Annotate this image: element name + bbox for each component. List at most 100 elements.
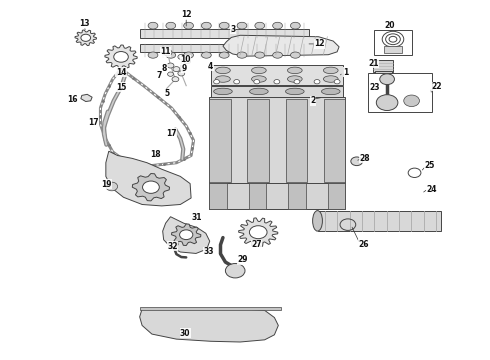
Circle shape <box>114 51 128 62</box>
Circle shape <box>351 157 363 166</box>
Polygon shape <box>140 309 278 342</box>
Text: 21: 21 <box>368 59 379 68</box>
Text: 20: 20 <box>385 21 395 30</box>
Bar <box>288 183 306 209</box>
Ellipse shape <box>291 22 300 29</box>
Ellipse shape <box>201 52 211 58</box>
Bar <box>209 183 345 209</box>
Bar <box>249 183 267 209</box>
Bar <box>375 71 392 80</box>
Bar <box>209 99 231 182</box>
Text: 17: 17 <box>166 129 177 138</box>
Circle shape <box>254 80 260 84</box>
Circle shape <box>334 80 340 84</box>
Text: 10: 10 <box>180 55 191 64</box>
Polygon shape <box>75 30 97 46</box>
Text: 23: 23 <box>369 84 380 93</box>
Circle shape <box>214 80 220 84</box>
Circle shape <box>106 182 118 191</box>
Circle shape <box>314 80 320 84</box>
Bar <box>328 183 345 209</box>
Bar <box>384 46 402 53</box>
Circle shape <box>143 181 159 193</box>
Ellipse shape <box>272 22 282 29</box>
Text: 12: 12 <box>314 40 325 49</box>
Text: 22: 22 <box>432 82 442 91</box>
Ellipse shape <box>220 52 229 58</box>
Circle shape <box>81 34 91 41</box>
Ellipse shape <box>288 76 302 82</box>
Ellipse shape <box>251 76 266 82</box>
Text: 9: 9 <box>181 64 186 73</box>
Polygon shape <box>239 218 278 247</box>
Ellipse shape <box>313 211 322 231</box>
Ellipse shape <box>251 67 266 74</box>
Text: 19: 19 <box>101 180 112 189</box>
Circle shape <box>274 80 280 84</box>
Polygon shape <box>106 151 191 206</box>
Ellipse shape <box>291 52 300 58</box>
Circle shape <box>168 72 173 76</box>
Ellipse shape <box>255 22 265 29</box>
Bar <box>247 99 269 182</box>
Bar <box>209 97 345 184</box>
Polygon shape <box>172 224 201 246</box>
Circle shape <box>184 59 191 64</box>
Text: 27: 27 <box>251 240 262 249</box>
Text: 18: 18 <box>150 150 161 159</box>
Circle shape <box>225 264 245 278</box>
Text: 15: 15 <box>116 83 127 92</box>
Circle shape <box>167 63 174 68</box>
Text: 12: 12 <box>181 10 192 19</box>
Circle shape <box>376 95 398 111</box>
Ellipse shape <box>220 22 229 29</box>
Ellipse shape <box>201 22 211 29</box>
Bar <box>209 183 227 209</box>
Polygon shape <box>132 174 170 201</box>
Text: 3: 3 <box>231 25 236 34</box>
Circle shape <box>249 226 267 239</box>
Text: 8: 8 <box>162 64 167 73</box>
Ellipse shape <box>166 52 176 58</box>
Text: 17: 17 <box>88 118 98 127</box>
Text: 28: 28 <box>359 154 370 163</box>
Ellipse shape <box>216 76 230 82</box>
Ellipse shape <box>148 22 158 29</box>
Circle shape <box>178 54 185 59</box>
Circle shape <box>234 80 240 84</box>
Ellipse shape <box>237 22 247 29</box>
Bar <box>318 211 441 231</box>
Text: 5: 5 <box>164 89 169 98</box>
Text: 1: 1 <box>343 68 348 77</box>
Text: 30: 30 <box>180 329 191 338</box>
Text: 7: 7 <box>157 71 162 80</box>
Ellipse shape <box>249 88 268 95</box>
Circle shape <box>179 230 193 240</box>
Ellipse shape <box>288 67 302 74</box>
Bar <box>211 65 343 85</box>
Circle shape <box>380 74 394 85</box>
Ellipse shape <box>323 76 338 82</box>
Text: 29: 29 <box>238 256 248 264</box>
Circle shape <box>294 80 300 84</box>
Circle shape <box>404 95 419 107</box>
Text: 31: 31 <box>192 213 202 222</box>
Text: 32: 32 <box>167 242 178 251</box>
Ellipse shape <box>286 88 304 95</box>
Ellipse shape <box>272 52 282 58</box>
Polygon shape <box>223 35 339 56</box>
Polygon shape <box>81 94 92 102</box>
Bar <box>140 307 281 310</box>
Text: 26: 26 <box>358 240 369 248</box>
Ellipse shape <box>214 88 232 95</box>
Text: 16: 16 <box>67 95 78 104</box>
Ellipse shape <box>184 22 194 29</box>
Ellipse shape <box>237 52 247 58</box>
Text: 33: 33 <box>203 248 214 256</box>
Circle shape <box>173 67 180 72</box>
Bar <box>324 99 345 182</box>
Text: 24: 24 <box>426 185 437 194</box>
Ellipse shape <box>216 67 230 74</box>
Bar <box>373 60 393 72</box>
Ellipse shape <box>184 52 194 58</box>
